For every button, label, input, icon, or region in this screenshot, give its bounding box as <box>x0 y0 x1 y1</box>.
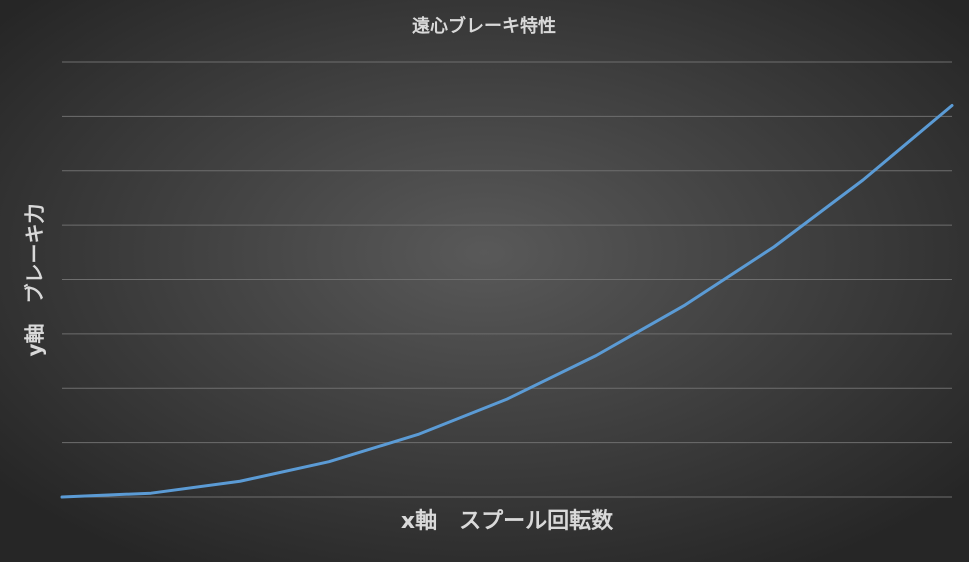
data-line <box>60 104 954 499</box>
x-axis-label: x軸 スプール回転数 <box>401 508 614 534</box>
chart-title: 遠心ブレーキ特性 <box>412 15 556 37</box>
y-axis-label: y軸 ブレーキ力 <box>23 203 47 356</box>
